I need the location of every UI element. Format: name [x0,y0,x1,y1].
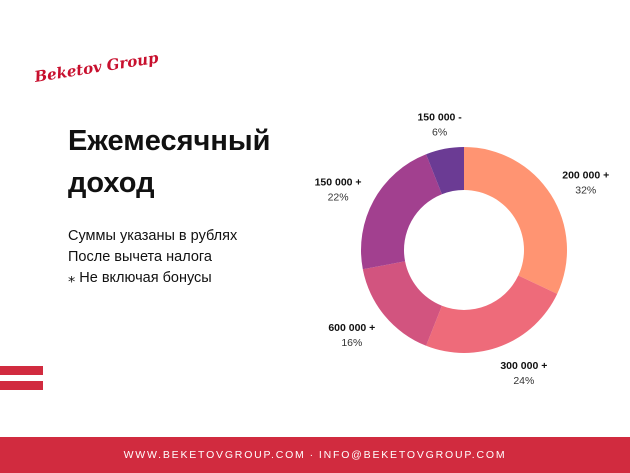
footer-bar: WWW.BEKETOVGROUP.COM · INFO@BEKETOVGROUP… [0,437,630,473]
brand-logo: Beketov Group [33,48,160,86]
slice-label-0: 200 000 + [562,169,609,181]
note-bonus: ⁎ Не включая бонусы [68,270,212,286]
donut-slice-1 [426,275,558,353]
stripe-top [0,366,43,375]
slice-label-3: 150 000 + [315,176,362,188]
footer-separator: · [309,449,315,461]
donut-slice-0 [464,147,567,294]
slice-label-4: 150 000 - [417,111,462,123]
footer-website-link[interactable]: WWW.BEKETOVGROUP.COM [123,449,306,461]
slice-percent-4: 6% [432,126,447,138]
slice-label-2: 600 000 + [328,322,375,334]
notes-block: Суммы указаны в рублях После вычета нало… [68,226,237,289]
footer-email-link[interactable]: INFO@BEKETOVGROUP.COM [318,449,507,461]
page-title: Ежемесячный доход [68,125,271,199]
donut-slice-4 [426,147,464,195]
slice-percent-3: 22% [328,191,349,203]
note-tax: После вычета налога [68,249,212,265]
slice-percent-0: 32% [575,184,596,196]
decorative-stripes [0,366,43,396]
slice-percent-1: 24% [513,375,534,387]
slice-label-1: 300 000 + [500,360,547,372]
donut-slice-2 [362,261,442,346]
donut-slice-3 [361,154,442,270]
stripe-bottom [0,381,43,390]
income-donut-chart: 200 000 + 32% 300 000 + 24% 600 000 + 16% 150 … [315,111,610,387]
slice-percent-2: 16% [341,337,362,349]
note-currency: Суммы указаны в рублях [68,228,238,244]
